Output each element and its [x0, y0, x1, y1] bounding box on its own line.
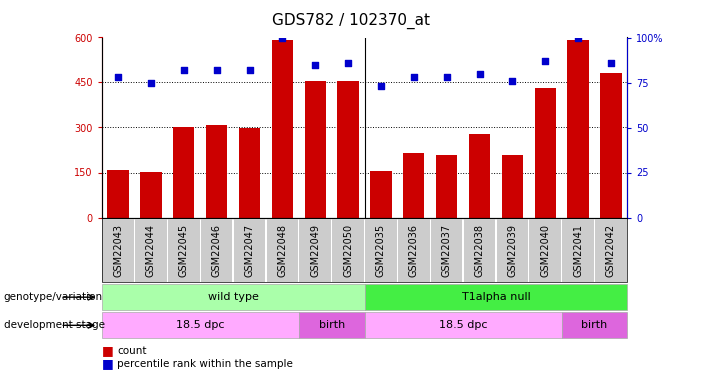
Point [310, 62, 321, 68]
Point [211, 67, 222, 73]
Bar [600, 74, 622, 217]
Point [244, 67, 255, 73]
Text: GSM22040: GSM22040 [540, 224, 550, 277]
Text: GSM22043: GSM22043 [113, 224, 123, 277]
Text: count: count [117, 346, 147, 355]
Point [540, 58, 551, 64]
Bar [304, 81, 326, 218]
Text: birth: birth [318, 320, 345, 330]
Text: development stage: development stage [4, 320, 104, 330]
Point [145, 80, 156, 86]
Bar [535, 88, 556, 218]
Bar [370, 171, 392, 217]
Point [343, 60, 354, 66]
Point [573, 34, 584, 40]
Bar [403, 153, 425, 218]
Bar [436, 154, 457, 218]
Text: GDS782 / 102370_at: GDS782 / 102370_at [271, 13, 430, 29]
Bar [206, 125, 227, 218]
Bar [272, 40, 293, 218]
Bar [173, 128, 194, 218]
Point [507, 78, 518, 84]
Text: GSM22036: GSM22036 [409, 224, 418, 277]
Point [441, 74, 452, 80]
Text: GSM22044: GSM22044 [146, 224, 156, 277]
Bar [567, 40, 589, 218]
Text: GSM22045: GSM22045 [179, 224, 189, 277]
Bar [140, 172, 162, 217]
Text: ■: ■ [102, 344, 114, 357]
Point [606, 60, 617, 66]
Bar [107, 170, 129, 217]
Bar [469, 134, 490, 218]
Point [408, 74, 419, 80]
Text: GSM22042: GSM22042 [606, 224, 616, 277]
Text: GSM22039: GSM22039 [508, 224, 517, 277]
Text: GSM22047: GSM22047 [245, 224, 254, 277]
Text: GSM22035: GSM22035 [376, 224, 386, 277]
Text: genotype/variation: genotype/variation [4, 292, 102, 302]
Text: percentile rank within the sample: percentile rank within the sample [117, 359, 293, 369]
Text: GSM22049: GSM22049 [311, 224, 320, 277]
Text: GSM22050: GSM22050 [343, 224, 353, 277]
Point [112, 74, 123, 80]
Text: wild type: wild type [207, 292, 259, 302]
Text: birth: birth [581, 320, 608, 330]
Text: ■: ■ [102, 357, 114, 370]
Point [375, 83, 386, 89]
Text: T1alpha null: T1alpha null [461, 292, 531, 302]
Point [474, 70, 485, 76]
Text: GSM22041: GSM22041 [573, 224, 583, 277]
Text: GSM22037: GSM22037 [442, 224, 451, 277]
Text: 18.5 dpc: 18.5 dpc [176, 320, 224, 330]
Text: GSM22046: GSM22046 [212, 224, 222, 277]
Bar [337, 81, 359, 218]
Text: GSM22038: GSM22038 [475, 224, 484, 277]
Text: 18.5 dpc: 18.5 dpc [439, 320, 487, 330]
Bar [239, 128, 260, 217]
Point [277, 34, 288, 40]
Bar [502, 154, 523, 218]
Text: GSM22048: GSM22048 [278, 224, 287, 277]
Point [178, 67, 189, 73]
